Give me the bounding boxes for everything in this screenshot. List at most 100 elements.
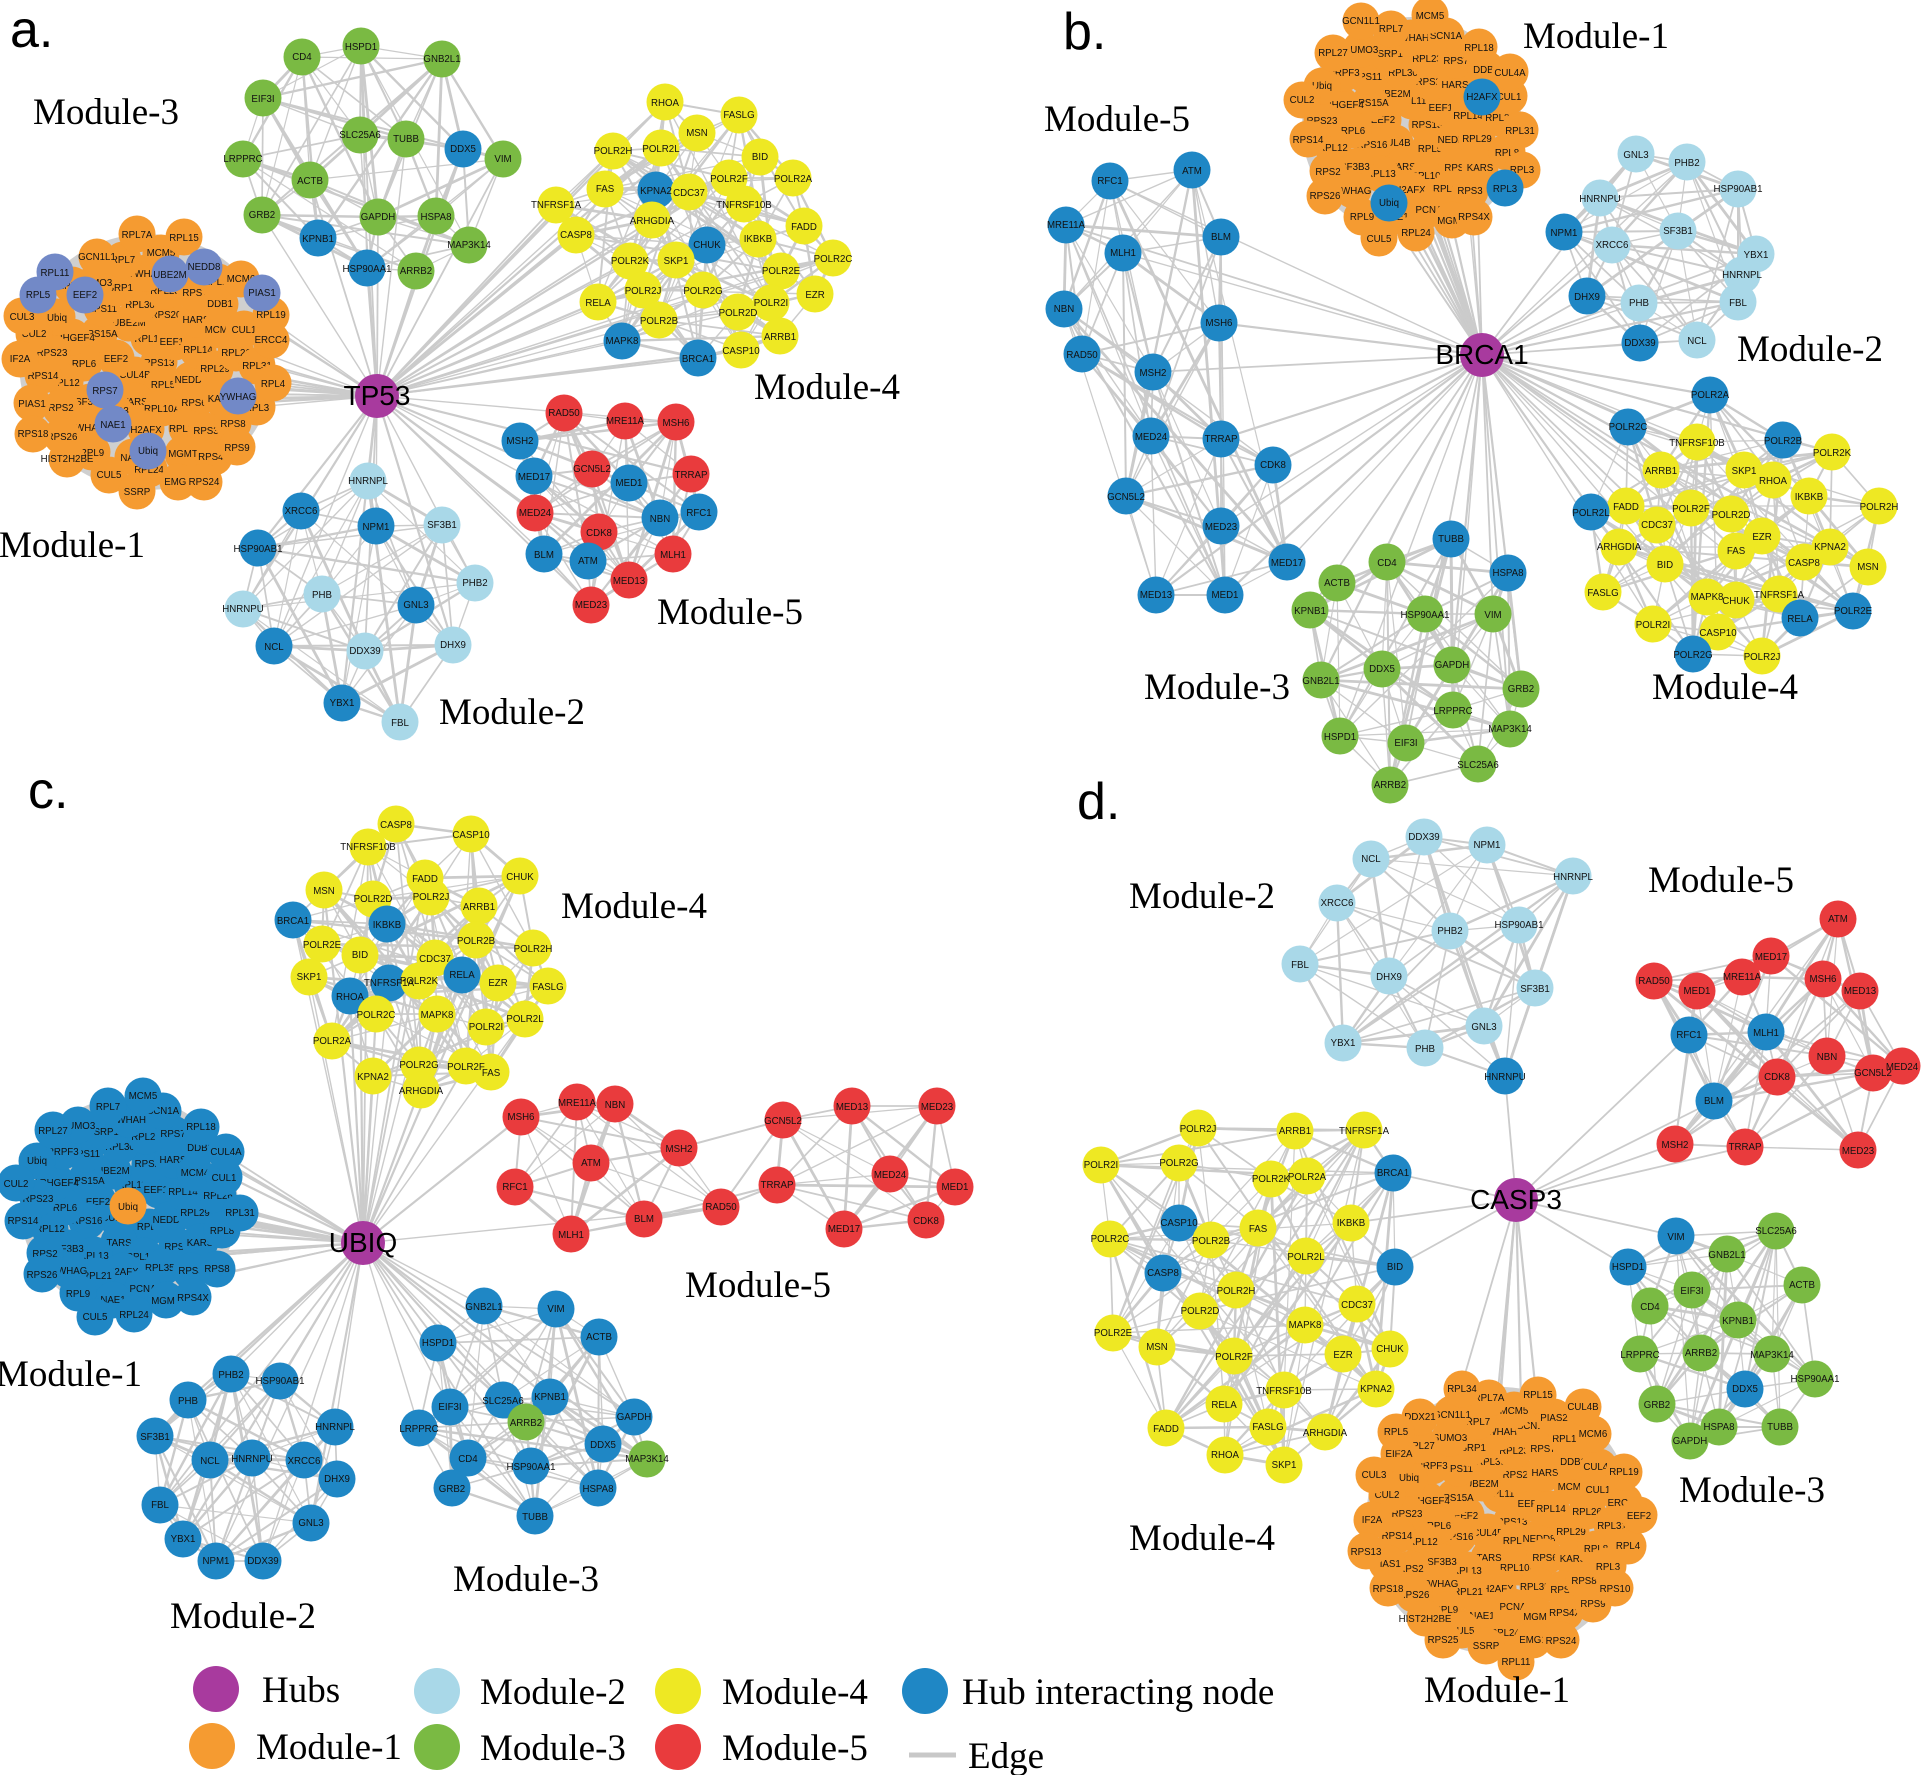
svg-text:MED13: MED13	[613, 576, 645, 587]
svg-text:RPL14: RPL14	[1536, 1504, 1566, 1515]
svg-text:MCM5: MCM5	[1416, 11, 1445, 22]
svg-text:PHB: PHB	[178, 1396, 198, 1407]
svg-text:SF3B1: SF3B1	[1663, 226, 1693, 237]
svg-text:EIF2A: EIF2A	[1386, 1449, 1413, 1460]
svg-text:RPS16: RPS16	[1357, 140, 1388, 151]
svg-text:FBL: FBL	[1291, 960, 1309, 971]
svg-text:CDC37: CDC37	[673, 188, 705, 199]
svg-text:TNFRSF10B: TNFRSF10B	[340, 842, 395, 853]
svg-text:PHB: PHB	[312, 590, 332, 601]
svg-text:CUL5: CUL5	[1450, 1626, 1475, 1637]
svg-text:RPL5: RPL5	[1418, 144, 1442, 155]
svg-text:FASLG: FASLG	[1587, 588, 1618, 599]
svg-text:RPL9: RPL9	[1434, 1605, 1458, 1616]
svg-text:FADD: FADD	[1613, 502, 1639, 513]
svg-text:FAS: FAS	[482, 1068, 501, 1079]
svg-text:FASLG: FASLG	[532, 982, 563, 993]
svg-text:RPS8: RPS8	[1571, 1576, 1596, 1587]
svg-text:RPL15: RPL15	[169, 233, 199, 244]
svg-text:YWHAH: YWHAH	[110, 1115, 146, 1126]
svg-text:CUL2: CUL2	[22, 329, 47, 340]
svg-text:MSH2: MSH2	[1662, 1140, 1689, 1151]
svg-text:KPNB1: KPNB1	[534, 1392, 566, 1403]
svg-text:RAD50: RAD50	[548, 408, 580, 419]
svg-text:XRCC6: XRCC6	[288, 1456, 321, 1467]
svg-text:PHB2: PHB2	[1674, 158, 1699, 169]
svg-text:Module-4: Module-4	[754, 367, 900, 408]
svg-text:EEF2: EEF2	[1371, 115, 1395, 126]
svg-text:GNB2L1: GNB2L1	[1708, 1250, 1745, 1261]
svg-text:Module-3: Module-3	[453, 1559, 599, 1600]
svg-text:CUL5: CUL5	[97, 470, 122, 481]
svg-text:SSRP: SSRP	[1473, 1641, 1499, 1652]
svg-text:RPS2: RPS2	[1398, 1564, 1423, 1575]
svg-text:CDK8: CDK8	[586, 528, 612, 539]
svg-text:GCN1L1: GCN1L1	[1342, 16, 1380, 27]
svg-text:RPL24: RPL24	[1490, 1628, 1520, 1639]
svg-text:TNFRSF1A: TNFRSF1A	[1339, 1126, 1390, 1137]
svg-text:YWHAG: YWHAG	[1422, 1579, 1459, 1590]
svg-text:HSPD1: HSPD1	[1324, 732, 1356, 743]
svg-text:RPL19: RPL19	[256, 310, 286, 321]
svg-text:MED24: MED24	[874, 1170, 907, 1181]
svg-text:SSRP1: SSRP1	[1371, 49, 1403, 60]
svg-text:RPS2: RPS2	[48, 403, 73, 414]
svg-text:POLR2H: POLR2H	[514, 944, 553, 955]
svg-text:GRB2: GRB2	[249, 210, 275, 221]
svg-text:HARS: HARS	[160, 1155, 187, 1166]
svg-text:RPL12: RPL12	[50, 378, 80, 389]
svg-text:RPL18: RPL18	[203, 277, 233, 288]
svg-text:RPS7: RPS7	[182, 288, 207, 299]
svg-text:KPNB1: KPNB1	[1722, 1316, 1754, 1327]
svg-text:RPL11: RPL11	[1502, 1657, 1531, 1668]
svg-text:RPS4X: RPS4X	[198, 452, 230, 463]
svg-text:KPNA2: KPNA2	[357, 1072, 389, 1083]
svg-text:GNL3: GNL3	[1623, 150, 1648, 161]
svg-text:RELA: RELA	[449, 970, 475, 981]
svg-text:RPS20: RPS20	[135, 1159, 166, 1170]
svg-text:MLH1: MLH1	[1110, 248, 1136, 259]
svg-text:SF3B1: SF3B1	[140, 1432, 170, 1443]
svg-text:MCM6: MCM6	[227, 274, 256, 285]
svg-text:RPL3: RPL3	[245, 403, 269, 414]
svg-text:EMG1: EMG1	[1519, 1635, 1546, 1646]
svg-text:TUBB: TUBB	[522, 1512, 548, 1523]
svg-text:b.: b.	[1063, 3, 1106, 61]
svg-text:MED17: MED17	[518, 472, 550, 483]
svg-text:RPL27: RPL27	[38, 1126, 68, 1137]
svg-text:SF3B3: SF3B3	[75, 397, 105, 408]
svg-text:RPS3: RPS3	[1457, 186, 1482, 197]
svg-text:MED23: MED23	[1205, 522, 1237, 533]
svg-text:Module-5: Module-5	[657, 592, 803, 633]
svg-text:DDX39: DDX39	[247, 1556, 278, 1567]
svg-text:POLR2C: POLR2C	[1609, 422, 1648, 433]
svg-text:POLR2J: POLR2J	[1180, 1124, 1217, 1135]
svg-text:YBX1: YBX1	[1331, 1038, 1356, 1049]
svg-text:Module-3: Module-3	[480, 1728, 626, 1769]
svg-text:RPL11: RPL11	[118, 1180, 147, 1191]
svg-text:TUBB: TUBB	[393, 134, 419, 145]
svg-text:CDK8: CDK8	[913, 1216, 939, 1227]
svg-text:TP53: TP53	[344, 380, 411, 411]
svg-text:GNL3: GNL3	[403, 600, 428, 611]
svg-text:HNRNPU: HNRNPU	[1484, 1072, 1525, 1083]
svg-text:MED1: MED1	[1212, 590, 1239, 601]
svg-text:RPS23: RPS23	[1307, 116, 1338, 127]
svg-text:HNRNPL: HNRNPL	[1553, 872, 1593, 883]
svg-text:CDC37: CDC37	[419, 954, 451, 965]
svg-text:IF2A: IF2A	[10, 354, 31, 365]
svg-text:EIF3I: EIF3I	[1394, 738, 1417, 749]
svg-text:RAD50: RAD50	[1638, 976, 1670, 987]
svg-text:RPS20: RPS20	[151, 310, 182, 321]
svg-text:POLR2K: POLR2K	[611, 256, 650, 267]
svg-text:RPL26: RPL26	[203, 1191, 233, 1202]
svg-text:RPL5: RPL5	[1503, 1536, 1527, 1547]
svg-text:MRE11A: MRE11A	[1723, 972, 1762, 983]
svg-text:DDB1: DDB1	[1473, 65, 1499, 76]
svg-text:TNFRSF1A: TNFRSF1A	[1754, 590, 1805, 601]
svg-text:HIST2H2BE: HIST2H2BE	[41, 454, 94, 465]
svg-text:BRCA1: BRCA1	[682, 354, 714, 365]
svg-text:MCM4: MCM4	[1558, 1482, 1587, 1493]
svg-text:Module-2: Module-2	[1129, 876, 1275, 917]
svg-text:SF3B1: SF3B1	[1520, 984, 1550, 995]
